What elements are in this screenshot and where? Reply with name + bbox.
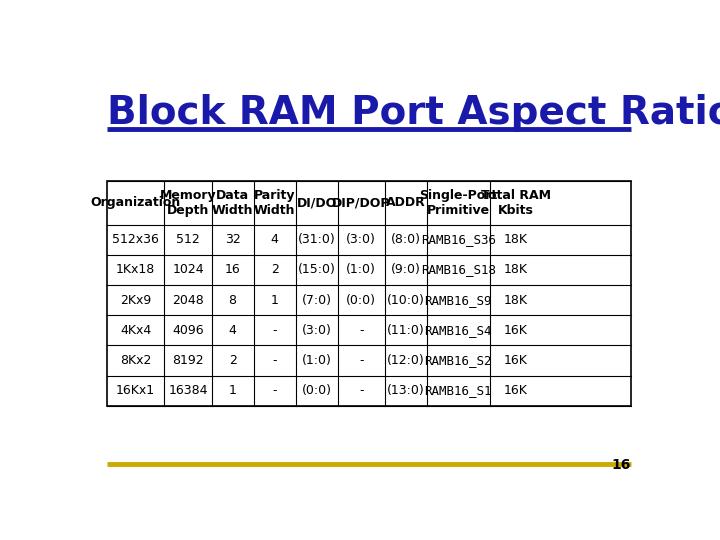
FancyBboxPatch shape bbox=[107, 181, 631, 406]
Text: Single-Port
Primitive: Single-Port Primitive bbox=[419, 189, 498, 217]
Text: 16Kx1: 16Kx1 bbox=[116, 384, 155, 397]
Text: 8: 8 bbox=[229, 294, 237, 307]
Text: 2048: 2048 bbox=[172, 294, 204, 307]
Text: -: - bbox=[359, 384, 364, 397]
Text: (7:0): (7:0) bbox=[302, 294, 331, 307]
Text: 16K: 16K bbox=[504, 324, 528, 337]
Text: 512x36: 512x36 bbox=[112, 233, 159, 246]
Text: 512: 512 bbox=[176, 233, 200, 246]
Text: (11:0): (11:0) bbox=[387, 324, 425, 337]
Text: -: - bbox=[272, 324, 276, 337]
Text: (12:0): (12:0) bbox=[387, 354, 425, 367]
Text: 2: 2 bbox=[229, 354, 237, 367]
Text: -: - bbox=[359, 324, 364, 337]
Text: DI/DO: DI/DO bbox=[297, 197, 337, 210]
Text: (8:0): (8:0) bbox=[391, 233, 420, 246]
Text: RAMB16_S4: RAMB16_S4 bbox=[424, 324, 492, 337]
Text: (0:0): (0:0) bbox=[302, 384, 331, 397]
Text: Organization: Organization bbox=[91, 197, 181, 210]
Text: 1: 1 bbox=[271, 294, 279, 307]
Text: (15:0): (15:0) bbox=[297, 264, 336, 276]
Text: (3:0): (3:0) bbox=[346, 233, 376, 246]
Text: -: - bbox=[272, 354, 276, 367]
Text: RAMB16_S2: RAMB16_S2 bbox=[424, 354, 492, 367]
Text: (10:0): (10:0) bbox=[387, 294, 425, 307]
Text: 2: 2 bbox=[271, 264, 279, 276]
Text: 16384: 16384 bbox=[168, 384, 208, 397]
Text: Block RAM Port Aspect Ratios: Block RAM Port Aspect Ratios bbox=[107, 94, 720, 132]
Text: Total RAM
Kbits: Total RAM Kbits bbox=[481, 189, 551, 217]
Text: ADDR: ADDR bbox=[386, 197, 426, 210]
Text: (31:0): (31:0) bbox=[297, 233, 336, 246]
Text: 1024: 1024 bbox=[172, 264, 204, 276]
Text: Parity
Width: Parity Width bbox=[254, 189, 295, 217]
Text: 18K: 18K bbox=[504, 264, 528, 276]
Text: (9:0): (9:0) bbox=[391, 264, 420, 276]
Text: 4: 4 bbox=[229, 324, 237, 337]
Text: RAMB16_S18: RAMB16_S18 bbox=[420, 264, 495, 276]
Text: 4Kx4: 4Kx4 bbox=[120, 324, 151, 337]
Text: 8192: 8192 bbox=[172, 354, 204, 367]
Text: -: - bbox=[359, 354, 364, 367]
Text: 1: 1 bbox=[229, 384, 237, 397]
Text: (1:0): (1:0) bbox=[346, 264, 376, 276]
Text: DIP/DOP: DIP/DOP bbox=[332, 197, 390, 210]
Text: 18K: 18K bbox=[504, 233, 528, 246]
Text: 16: 16 bbox=[225, 264, 240, 276]
Text: 16K: 16K bbox=[504, 384, 528, 397]
Text: 8Kx2: 8Kx2 bbox=[120, 354, 151, 367]
Text: RAMB16_S9: RAMB16_S9 bbox=[424, 294, 492, 307]
Text: (0:0): (0:0) bbox=[346, 294, 376, 307]
Text: 1Kx18: 1Kx18 bbox=[116, 264, 156, 276]
Text: RAMB16_S36: RAMB16_S36 bbox=[420, 233, 495, 246]
Text: 18K: 18K bbox=[504, 294, 528, 307]
Text: -: - bbox=[272, 384, 276, 397]
Text: 16K: 16K bbox=[504, 354, 528, 367]
Text: Data
Width: Data Width bbox=[212, 189, 253, 217]
Text: 2Kx9: 2Kx9 bbox=[120, 294, 151, 307]
Text: (13:0): (13:0) bbox=[387, 384, 425, 397]
Text: Memory
Depth: Memory Depth bbox=[160, 189, 216, 217]
Text: 4096: 4096 bbox=[172, 324, 204, 337]
Text: 4: 4 bbox=[271, 233, 279, 246]
Text: RAMB16_S1: RAMB16_S1 bbox=[424, 384, 492, 397]
Text: (3:0): (3:0) bbox=[302, 324, 331, 337]
Text: 16: 16 bbox=[612, 458, 631, 472]
Text: 32: 32 bbox=[225, 233, 240, 246]
Text: (1:0): (1:0) bbox=[302, 354, 331, 367]
